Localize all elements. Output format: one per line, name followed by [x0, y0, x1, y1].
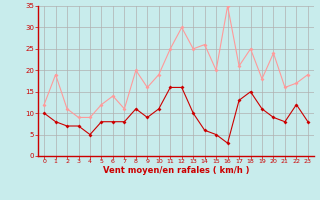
X-axis label: Vent moyen/en rafales ( km/h ): Vent moyen/en rafales ( km/h )	[103, 166, 249, 175]
